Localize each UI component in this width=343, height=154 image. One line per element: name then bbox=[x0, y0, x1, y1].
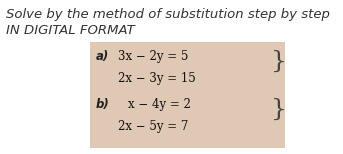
Text: b): b) bbox=[96, 98, 110, 111]
Text: Solve by the method of substitution step by step: Solve by the method of substitution step… bbox=[6, 8, 330, 21]
Text: 2x − 5y = 7: 2x − 5y = 7 bbox=[118, 120, 188, 133]
Text: a): a) bbox=[96, 50, 109, 63]
Text: }: } bbox=[271, 50, 287, 73]
Text: 2x − 3y = 15: 2x − 3y = 15 bbox=[118, 72, 196, 85]
Text: }: } bbox=[271, 98, 287, 121]
Text: IN DIGITAL FORMAT: IN DIGITAL FORMAT bbox=[6, 24, 135, 37]
Text: 3x − 2y = 5: 3x − 2y = 5 bbox=[118, 50, 188, 63]
FancyBboxPatch shape bbox=[90, 42, 285, 148]
Text: x − 4y = 2: x − 4y = 2 bbox=[128, 98, 191, 111]
